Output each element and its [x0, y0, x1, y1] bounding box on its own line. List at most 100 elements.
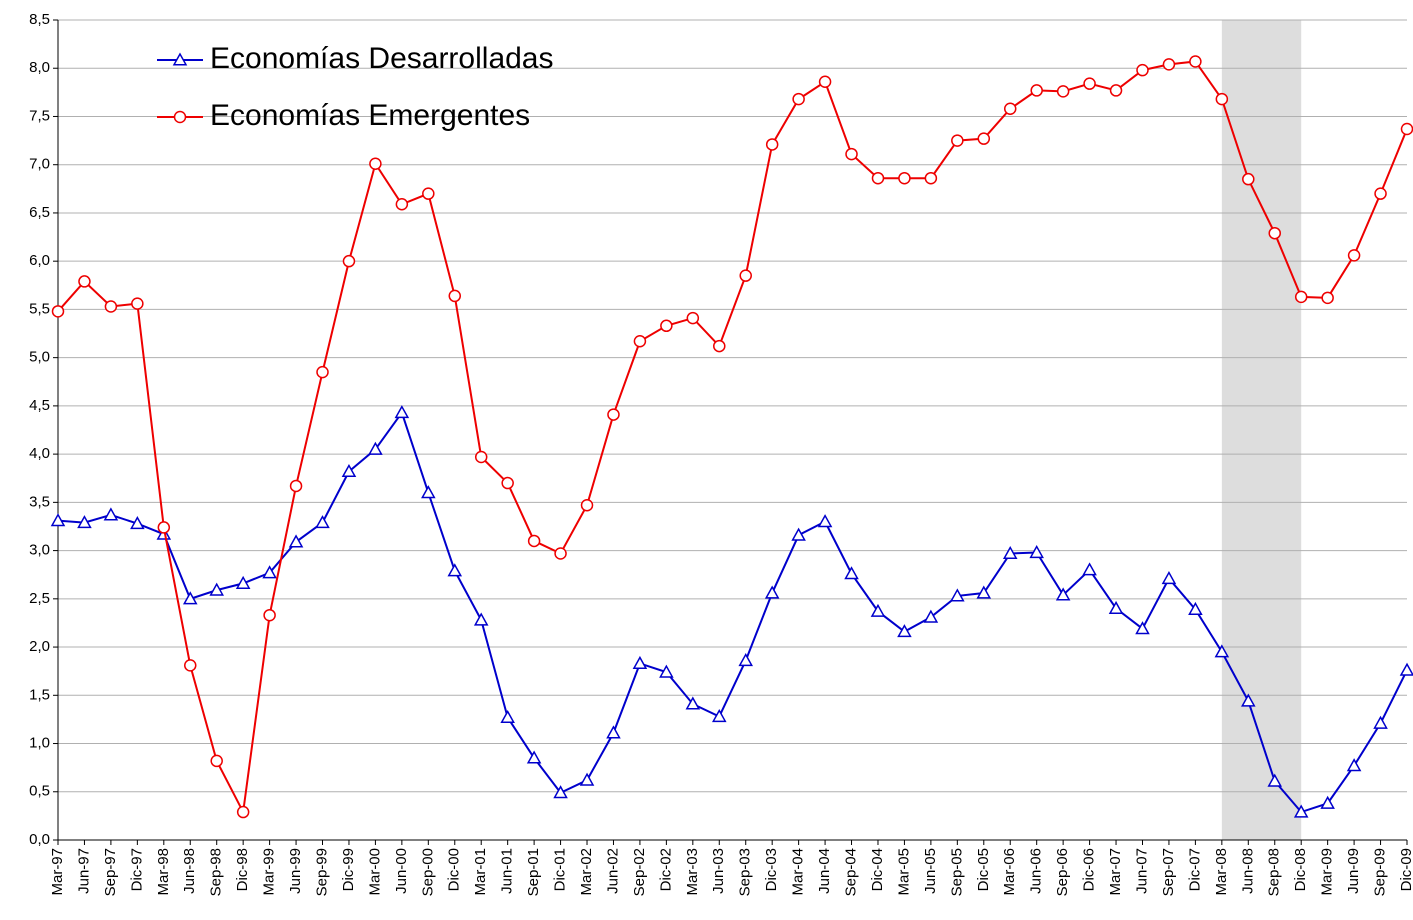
- y-tick-label: 5,5: [29, 300, 50, 317]
- x-tick-label: Sep-08: [1266, 848, 1283, 896]
- data-point: [1294, 290, 1308, 304]
- y-tick-label: 4,0: [29, 445, 50, 462]
- x-tick-label: Jun-01: [499, 848, 516, 894]
- data-point: [501, 476, 514, 490]
- data-point: [104, 300, 118, 313]
- legend-label: Economías Emergentes: [210, 99, 530, 132]
- data-point: [951, 134, 964, 147]
- x-tick-label: Dic-08: [1292, 848, 1309, 891]
- data-point: [342, 254, 356, 268]
- legend-label: Economías Desarrolladas: [210, 42, 554, 75]
- series-line: [57, 60, 1408, 816]
- x-tick-label: Sep-05: [948, 848, 965, 896]
- x-tick-label: Dic-02: [657, 848, 674, 891]
- x-tick-label: Dic-97: [128, 848, 145, 891]
- y-tick-label: 3,5: [29, 493, 50, 510]
- data-point: [1320, 795, 1335, 809]
- data-point: [236, 805, 250, 819]
- x-tick-label: Dic-01: [552, 848, 569, 891]
- x-tick-label: Mar-01: [472, 848, 489, 896]
- data-point: [765, 138, 779, 151]
- data-point: [1082, 562, 1097, 576]
- data-point: [924, 171, 938, 185]
- data-point: [1399, 662, 1413, 676]
- data-point: [527, 534, 541, 548]
- data-point: [448, 289, 462, 303]
- data-point: [315, 515, 330, 529]
- data-point: [1268, 226, 1281, 240]
- y-tick-label: 6,0: [29, 252, 50, 269]
- y-tick-label: 5,0: [29, 349, 50, 366]
- data-point: [288, 534, 304, 548]
- data-point: [579, 772, 595, 786]
- data-point: [209, 582, 224, 596]
- data-point: [711, 708, 727, 723]
- data-point: [235, 575, 251, 589]
- x-tick-label: Sep-09: [1372, 848, 1389, 896]
- data-point: [103, 507, 119, 521]
- data-point: [1215, 92, 1229, 106]
- y-tick-label: 0,0: [29, 831, 50, 848]
- x-tick-label: Dic-99: [340, 848, 357, 891]
- x-tick-label: Mar-97: [49, 848, 66, 896]
- data-point: [184, 659, 197, 672]
- data-point: [289, 479, 303, 493]
- data-point: [394, 405, 410, 419]
- y-tick-label: 8,0: [29, 59, 50, 76]
- data-point: [172, 52, 188, 66]
- y-tick-label: 2,0: [29, 638, 50, 655]
- x-tick-label: Dic-04: [869, 848, 886, 891]
- data-point: [1003, 102, 1017, 116]
- x-tick-label: Jun-98: [181, 848, 198, 894]
- data-point: [977, 132, 991, 145]
- x-tick-label: Sep-01: [525, 848, 542, 896]
- y-tick-label: 1,5: [29, 686, 50, 703]
- data-point: [1241, 693, 1256, 707]
- data-point: [1374, 187, 1387, 200]
- x-tick-label: Jun-99: [287, 848, 304, 894]
- data-point: [1108, 600, 1124, 615]
- y-tick-label: 7,5: [29, 107, 50, 124]
- data-point: [870, 603, 886, 617]
- x-tick-label: Mar-08: [1213, 848, 1230, 896]
- data-point: [553, 785, 568, 799]
- x-tick-label: Mar-07: [1107, 848, 1124, 896]
- data-point: [923, 609, 939, 623]
- x-tick-label: Dic-09: [1398, 848, 1413, 891]
- data-point: [1083, 77, 1096, 90]
- data-point: [1214, 644, 1230, 658]
- data-point: [1346, 758, 1362, 772]
- data-point: [686, 311, 700, 325]
- series-line: [57, 410, 1408, 814]
- data-point: [950, 588, 965, 602]
- data-point: [738, 653, 754, 667]
- x-tick-label: Sep-07: [1160, 848, 1177, 896]
- x-tick-label: Dic-00: [446, 848, 463, 891]
- data-point: [1002, 545, 1018, 560]
- x-tick-label: Jun-05: [922, 848, 939, 894]
- y-tick-label: 1,0: [29, 734, 50, 751]
- data-point: [845, 147, 858, 161]
- x-tick-label: Mar-02: [578, 848, 595, 896]
- data-point: [976, 585, 992, 599]
- x-tick-label: Jun-07: [1133, 848, 1150, 894]
- data-point: [1373, 715, 1388, 729]
- x-tick-label: Mar-09: [1319, 848, 1336, 896]
- x-tick-label: Sep-97: [102, 848, 119, 896]
- data-point: [607, 408, 620, 421]
- x-tick-label: Sep-02: [631, 848, 648, 896]
- data-point: [263, 608, 276, 622]
- data-point: [210, 754, 223, 768]
- data-point: [368, 441, 383, 455]
- x-tick-label: Sep-98: [208, 848, 225, 896]
- y-tick-label: 8,5: [29, 11, 50, 28]
- data-point: [764, 585, 780, 599]
- x-tick-label: Dic-03: [763, 848, 780, 891]
- y-tick-label: 2,5: [29, 590, 50, 607]
- data-point: [554, 547, 567, 560]
- highlight-band: [1221, 20, 1302, 840]
- data-point: [395, 198, 409, 211]
- x-tick-label: Mar-03: [684, 848, 701, 896]
- data-point: [51, 305, 65, 318]
